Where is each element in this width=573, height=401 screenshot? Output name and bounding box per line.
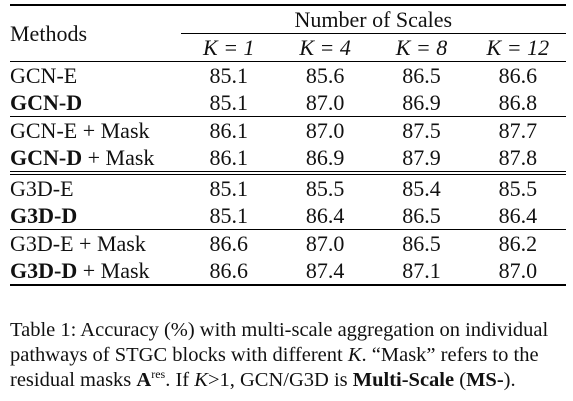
method-cell: G3D-D (10, 203, 78, 228)
value-cell: 86.9 (402, 90, 441, 115)
table-row: G3D-E + Mask 86.6 87.0 86.5 86.2 (10, 229, 566, 257)
value-cell: 87.0 (276, 229, 374, 257)
value-cell: 87.4 (276, 257, 374, 286)
method-cell: GCN-E (10, 61, 181, 89)
value-cell: 87.5 (373, 116, 470, 144)
ms-abbreviation: MS- (466, 369, 504, 391)
k-variable: K (347, 344, 362, 366)
value-cell: 86.1 (209, 145, 249, 170)
value-cell: 87.8 (498, 145, 538, 170)
value-cell: 85.4 (373, 171, 470, 202)
scales-column-header: Number of Scales (180, 4, 566, 34)
method-cell: GCN-D (10, 90, 83, 115)
value-cell: 87.0 (276, 116, 374, 144)
value-cell: 87.0 (305, 90, 345, 115)
table-row: GCN-D 85.1 87.0 86.9 86.8 (10, 89, 566, 117)
results-table: Methods Number of Scales K = 1 K = 4 K =… (10, 4, 566, 286)
value-cell: 86.4 (498, 203, 538, 228)
value-cell: 87.7 (469, 116, 566, 144)
method-cell: G3D-E + Mask (10, 229, 181, 257)
multi-scale-term: Multi-Scale (352, 369, 455, 391)
k-header-12: K = 12 (486, 35, 550, 60)
value-cell: 85.1 (180, 171, 277, 202)
method-cell: G3D-E (10, 171, 181, 202)
table-row: G3D-D + Mask 86.6 87.4 87.1 87.0 (10, 257, 566, 286)
k-header-8: K = 8 (395, 35, 448, 60)
value-cell: 86.5 (373, 229, 470, 257)
value-cell: 86.1 (180, 116, 277, 144)
value-cell: 86.5 (402, 203, 441, 228)
value-cell: 87.1 (373, 257, 470, 286)
value-cell: 87.9 (402, 145, 441, 170)
value-cell: 86.2 (469, 229, 566, 257)
table-row: G3D-E 85.1 85.5 85.4 85.5 (10, 171, 566, 202)
table-row: GCN-D + Mask 86.1 86.9 87.9 87.8 (10, 144, 566, 173)
method-cell: GCN-E + Mask (10, 116, 181, 144)
k-header-1: K = 1 (203, 35, 255, 60)
value-cell: 87.0 (469, 257, 566, 286)
value-cell: 86.6 (180, 257, 277, 286)
value-cell: 85.1 (209, 90, 249, 115)
table-row: G3D-D 85.1 86.4 86.5 86.4 (10, 202, 566, 230)
mask-symbol: A (136, 369, 152, 391)
methods-column-header: Methods (10, 4, 181, 62)
value-cell: 85.1 (209, 203, 249, 228)
value-cell: 86.8 (498, 90, 538, 115)
value-cell: 85.6 (276, 61, 374, 89)
table-row: GCN-E 85.1 85.6 86.5 86.6 (10, 61, 566, 89)
method-cell: GCN-D + Mask (10, 145, 155, 170)
value-cell: 85.1 (180, 61, 277, 89)
value-cell: 86.4 (305, 203, 345, 228)
value-cell: 86.5 (373, 61, 470, 89)
value-cell: 85.5 (469, 171, 566, 202)
value-cell: 86.9 (305, 145, 345, 170)
method-cell: G3D-D + Mask (10, 257, 181, 286)
value-cell: 86.6 (469, 61, 566, 89)
value-cell: 85.5 (276, 171, 374, 202)
value-cell: 86.6 (180, 229, 277, 257)
table-caption: Table 1: Accuracy (%) with multi-scale a… (10, 319, 549, 391)
table-row: GCN-E + Mask 86.1 87.0 87.5 87.7 (10, 116, 566, 144)
k-header-4: K = 4 (299, 35, 351, 60)
